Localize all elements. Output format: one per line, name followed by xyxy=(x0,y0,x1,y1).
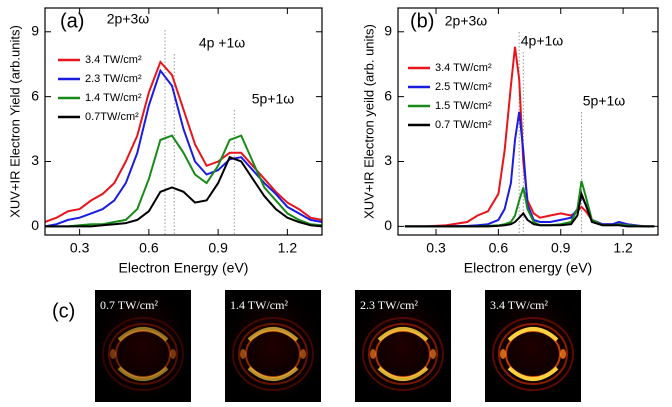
y-tick-label: 3 xyxy=(384,152,392,168)
side-lobe xyxy=(170,349,176,359)
legend-label: 2.3 TW/cm² xyxy=(85,73,142,85)
side-lobe xyxy=(560,349,566,359)
image-label: 3.4 TW/cm² xyxy=(490,298,548,312)
figure: (c) 2p+3ω 4p +1ω 5p+1ω 3.4 TW/cm² 2.3 TW/cm²… xyxy=(0,0,672,407)
side-lobe xyxy=(500,349,506,359)
side-lobe xyxy=(300,349,306,359)
x-tick-label: 1.2 xyxy=(613,240,633,256)
y-tick-label: 9 xyxy=(31,22,39,38)
image-label: 2.3 TW/cm² xyxy=(360,298,418,312)
legend-label: 3.4 TW/cm² xyxy=(435,62,492,74)
annotation: 5p+1ω xyxy=(583,93,626,109)
legend-label: 3.4 TW/cm² xyxy=(85,54,142,66)
x-axis-label: Electron Energy (eV) xyxy=(119,260,249,276)
y-tick-label: 9 xyxy=(384,22,392,38)
legend-label: 0.7TW/cm² xyxy=(85,111,139,123)
y-tick-label: 3 xyxy=(31,152,39,168)
legend-label: 1.4 TW/cm² xyxy=(85,92,142,104)
legend-label: 2.5 TW/cm² xyxy=(435,81,492,93)
side-lobe xyxy=(110,349,116,359)
x-tick-label: 0.9 xyxy=(551,240,571,256)
y-tick-label: 6 xyxy=(384,87,392,103)
x-tick-label: 0.9 xyxy=(208,240,228,256)
x-tick-label: 0.3 xyxy=(426,240,446,256)
y-tick-label: 0 xyxy=(31,217,39,233)
x-tick-label: 0.3 xyxy=(70,240,90,256)
y-axis-label: XUV+IR Electron yeild (arb. units) xyxy=(361,24,376,219)
x-axis-label: Electron energy (eV) xyxy=(464,260,592,276)
legend-label: 0.7 TW/cm² xyxy=(435,119,492,131)
y-tick-label: 6 xyxy=(31,87,39,103)
x-tick-label: 0.6 xyxy=(139,240,159,256)
annotation: 4p+1ω xyxy=(521,33,564,49)
side-lobe xyxy=(240,349,246,359)
image-label: 1.4 TW/cm² xyxy=(230,298,288,312)
annotation: 2p+3ω xyxy=(107,11,150,27)
y-axis-label: XUV+IR Electron Yield (arb.units) xyxy=(7,25,22,218)
side-lobe xyxy=(370,349,376,359)
legend-label: 1.5 TW/cm² xyxy=(435,100,492,112)
panel-label: (b) xyxy=(410,10,434,32)
annotation: 5p+1ω xyxy=(252,91,295,107)
image-label: 0.7 TW/cm² xyxy=(100,298,158,312)
panel-label: (a) xyxy=(60,10,84,32)
y-tick-label: 0 xyxy=(384,217,392,233)
annotation: 2p+3ω xyxy=(445,13,488,29)
x-tick-label: 0.6 xyxy=(489,240,509,256)
side-lobe xyxy=(430,349,436,359)
x-tick-label: 1.2 xyxy=(278,240,298,256)
annotation: 4p +1ω xyxy=(199,35,245,51)
panel-label: (c) xyxy=(52,300,75,322)
